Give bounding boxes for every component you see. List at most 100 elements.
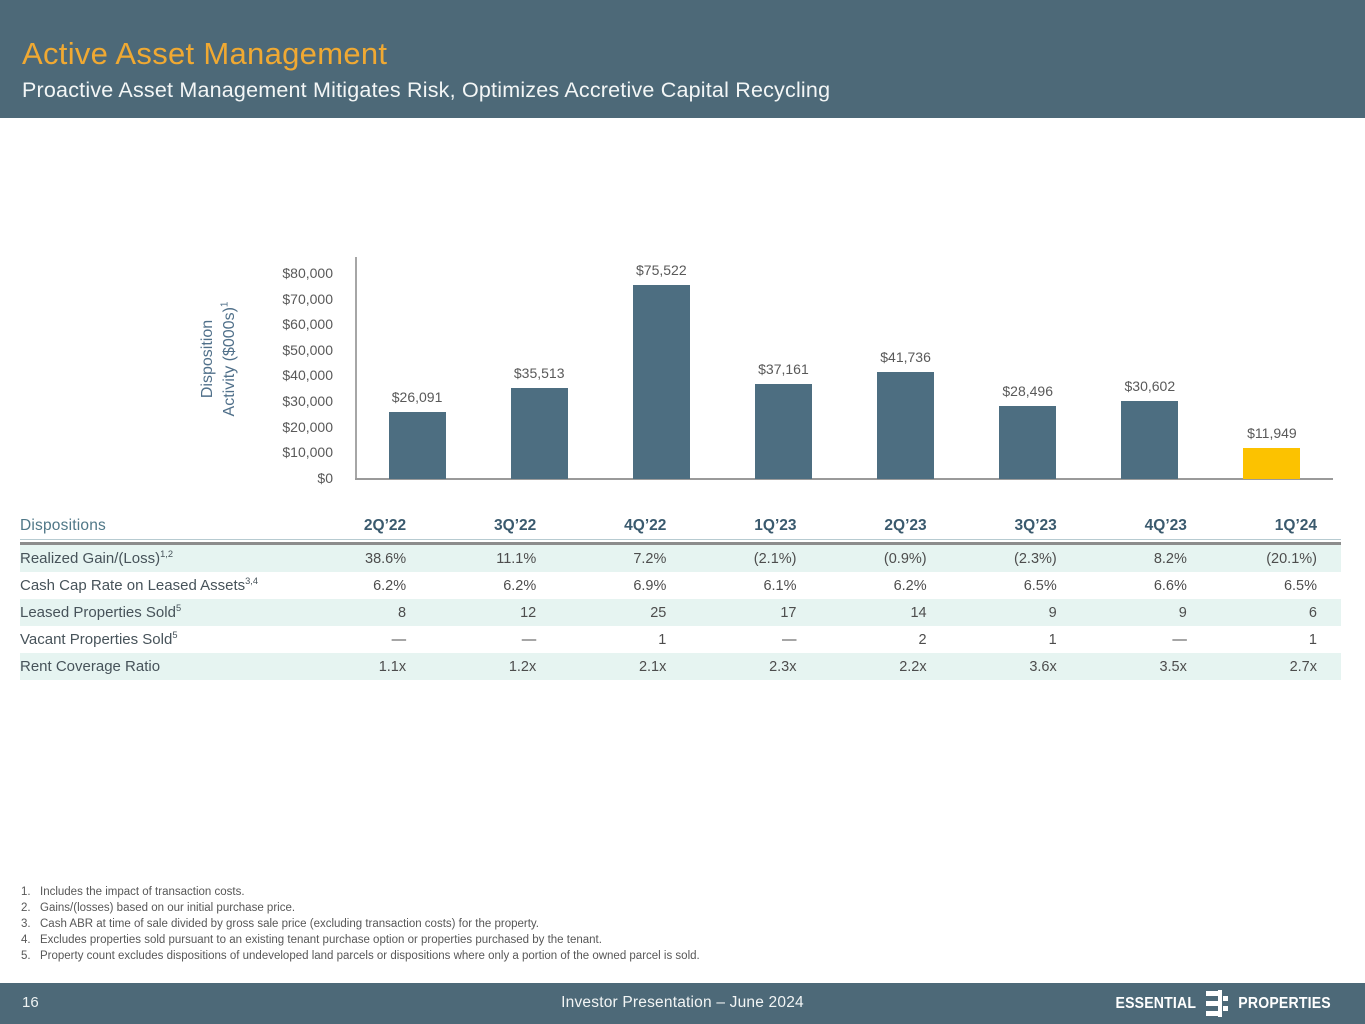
table-cell: —	[1172, 631, 1187, 648]
bar	[632, 285, 690, 479]
table-cell: 6.5%	[1023, 577, 1057, 594]
bar	[877, 372, 935, 479]
bar-value-label: $11,949	[1247, 425, 1297, 441]
bar-value-label: $30,602	[1124, 378, 1176, 394]
table-cell: (2.1%)	[753, 550, 797, 567]
table-cell: 1.1x	[378, 658, 407, 675]
table-cell: 1	[1308, 631, 1317, 648]
bar-slot-3Q’22: $35,513	[478, 251, 600, 479]
y-tick-label: $40,000	[282, 367, 333, 384]
brand-logo: ESSENTIAL PROPERTIES	[1110, 990, 1337, 1017]
y-axis-title-line1: Disposition	[199, 319, 216, 399]
table-cell: 3.6x	[1029, 658, 1057, 675]
bar	[999, 406, 1057, 479]
bar-value-label: $35,513	[513, 365, 565, 381]
table-cell: (0.9%)	[883, 550, 927, 567]
table-cell: 7.2%	[633, 550, 667, 567]
bar-slot-2Q’22: $26,091	[356, 251, 478, 479]
table-cell: 11.1%	[496, 550, 537, 567]
essential-properties-logo-icon	[1205, 990, 1228, 1017]
page-title: Active Asset Management	[22, 36, 388, 71]
footnote: 3. Cash ABR at time of sale divided by gr…	[21, 917, 539, 930]
table-cell: 25	[650, 604, 667, 621]
footnote: 4. Excludes properties sold pursuant to a…	[21, 933, 602, 946]
table-cell: —	[521, 631, 537, 648]
table-cell: 6.1%	[763, 577, 797, 594]
page-number: 16	[22, 994, 39, 1011]
table-col-header: 2Q’22	[363, 516, 407, 534]
table-cell: 6.9%	[633, 577, 667, 594]
bar-value-label: $26,091	[391, 389, 443, 405]
table-col-header: 4Q’23	[1144, 516, 1187, 534]
bar	[510, 388, 568, 479]
table-cell: 2	[918, 631, 927, 648]
table-cell: 1	[1048, 631, 1057, 648]
footnotes: 1. Includes the impact of transaction cos…	[21, 885, 700, 965]
table-divider-thin	[20, 539, 1341, 540]
table-cell: 8.2%	[1153, 550, 1187, 567]
y-tick-label: $10,000	[282, 444, 333, 461]
y-axis-title-sup: 1	[219, 301, 231, 308]
table-cell: 2.1x	[638, 658, 667, 675]
footer-title: Investor Presentation – June 2024	[561, 994, 804, 1011]
table-cell: 2.7x	[1289, 658, 1317, 675]
table-row: Realized Gain/(Loss)1,2 38.6% 11.1% 7.2% (2.…	[20, 545, 1341, 572]
y-tick-label: $50,000	[282, 341, 333, 358]
bar-slot-3Q’23: $28,496	[967, 251, 1089, 479]
table-cell: 2.2x	[899, 658, 927, 675]
footnote: 1. Includes the impact of transaction cos…	[21, 886, 245, 898]
row-label: Vacant Properties Sold5	[20, 630, 178, 648]
table-cell: (20.1%)	[1266, 550, 1317, 567]
bar	[754, 384, 812, 479]
bar-slot-4Q’22: $75,522	[600, 251, 722, 479]
bar-slot-4Q’23: $30,602	[1089, 251, 1211, 479]
y-tick-label: $20,000	[282, 418, 333, 435]
y-tick-label: $70,000	[282, 290, 333, 307]
table-col-header: 4Q’22	[624, 516, 667, 534]
table-cell: 2.3x	[769, 658, 797, 675]
table-cell: 6.6%	[1153, 577, 1187, 594]
table-cell: (2.3%)	[1014, 550, 1057, 567]
brand-properties: PROPERTIES	[1238, 994, 1331, 1012]
table-col-header: 2Q’23	[884, 516, 927, 534]
table-cell: 1	[658, 631, 667, 648]
bar	[1121, 401, 1179, 479]
table-cell: 6.5%	[1283, 577, 1317, 594]
table-cell: 6.2%	[503, 577, 537, 594]
table-cell: —	[782, 631, 797, 648]
table-col-header: 3Q’23	[1014, 516, 1057, 534]
chart-y-axis-line	[355, 257, 357, 480]
page-subtitle: Proactive Asset Management Mitigates Ris…	[22, 78, 831, 102]
footnote: 2. Gains/(losses) based on our initial pu…	[21, 901, 296, 914]
table-row: Cash Cap Rate on Leased Assets3,4 6.2% 6.2…	[20, 572, 1341, 599]
table-cell: 8	[398, 604, 407, 621]
row-label: Leased Properties Sold5	[20, 603, 182, 621]
brand-essential: ESSENTIAL	[1115, 994, 1197, 1012]
table-cell: 1.2x	[508, 658, 537, 675]
table-col-header: 1Q’24	[1274, 516, 1317, 534]
table-header-row: Dispositions 2Q’22 3Q’22 4Q’22 1Q’23 2Q’23 3Q…	[20, 514, 1341, 537]
table-cell: 9	[1048, 604, 1057, 621]
chart-x-axis-line	[355, 478, 1333, 480]
table-cell: 12	[520, 604, 537, 621]
bar	[1243, 448, 1301, 479]
table-col-header: 1Q’23	[754, 516, 797, 534]
table-cell: 9	[1178, 604, 1187, 621]
bar-value-label: $28,496	[1002, 383, 1053, 399]
row-label: Cash Cap Rate on Leased Assets3,4	[20, 576, 259, 594]
bar-slot-1Q’24: $11,949	[1211, 251, 1333, 479]
table-row: Rent Coverage Ratio 1.1x 1.2x 2.1x 2.3x 2.2x 3…	[20, 653, 1341, 680]
bar-value-label: $41,736	[880, 349, 931, 365]
row-label: Realized Gain/(Loss)1,2	[20, 549, 173, 567]
dispositions-table: Dispositions 2Q’22 3Q’22 4Q’22 1Q’23 2Q’23 3Q…	[20, 514, 1341, 680]
table-cell: 38.6%	[365, 550, 407, 567]
table-row: Leased Properties Sold5 8 12 25 17 14 9 9 6	[20, 599, 1341, 626]
table-cell: 14	[910, 604, 927, 621]
table-cell: 6	[1308, 604, 1317, 621]
bar-value-label: $37,161	[758, 361, 809, 377]
table-row: Vacant Properties Sold5 — — 1 — 2 1 — 1	[20, 626, 1341, 653]
bar	[388, 412, 446, 479]
table-cell: 6.2%	[893, 577, 927, 594]
chart-plot: $26,091 $35,513 $75,522 $37,161 $41,736 $28,4…	[356, 251, 1333, 479]
row-label: Rent Coverage Ratio	[20, 658, 161, 675]
